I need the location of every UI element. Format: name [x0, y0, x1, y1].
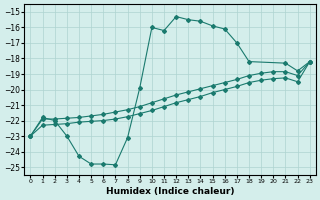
X-axis label: Humidex (Indice chaleur): Humidex (Indice chaleur): [106, 187, 234, 196]
